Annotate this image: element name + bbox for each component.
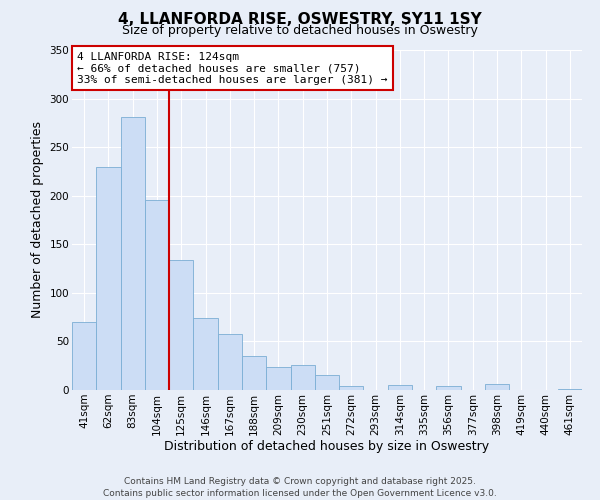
Bar <box>436 386 461 390</box>
Bar <box>339 386 364 390</box>
Bar <box>290 364 315 390</box>
Text: Size of property relative to detached houses in Oswestry: Size of property relative to detached ho… <box>122 24 478 37</box>
Bar <box>266 366 290 390</box>
Bar <box>388 385 412 390</box>
Bar <box>558 389 582 390</box>
X-axis label: Distribution of detached houses by size in Oswestry: Distribution of detached houses by size … <box>164 440 490 454</box>
Bar <box>96 166 121 390</box>
Bar <box>218 334 242 390</box>
Bar <box>315 376 339 390</box>
Text: Contains HM Land Registry data © Crown copyright and database right 2025.
Contai: Contains HM Land Registry data © Crown c… <box>103 476 497 498</box>
Bar <box>121 117 145 390</box>
Bar <box>485 384 509 390</box>
Bar <box>72 322 96 390</box>
Bar <box>169 260 193 390</box>
Text: 4 LLANFORDA RISE: 124sqm
← 66% of detached houses are smaller (757)
33% of semi-: 4 LLANFORDA RISE: 124sqm ← 66% of detach… <box>77 52 388 85</box>
Y-axis label: Number of detached properties: Number of detached properties <box>31 122 44 318</box>
Text: 4, LLANFORDA RISE, OSWESTRY, SY11 1SY: 4, LLANFORDA RISE, OSWESTRY, SY11 1SY <box>118 12 482 28</box>
Bar <box>145 200 169 390</box>
Bar <box>242 356 266 390</box>
Bar <box>193 318 218 390</box>
